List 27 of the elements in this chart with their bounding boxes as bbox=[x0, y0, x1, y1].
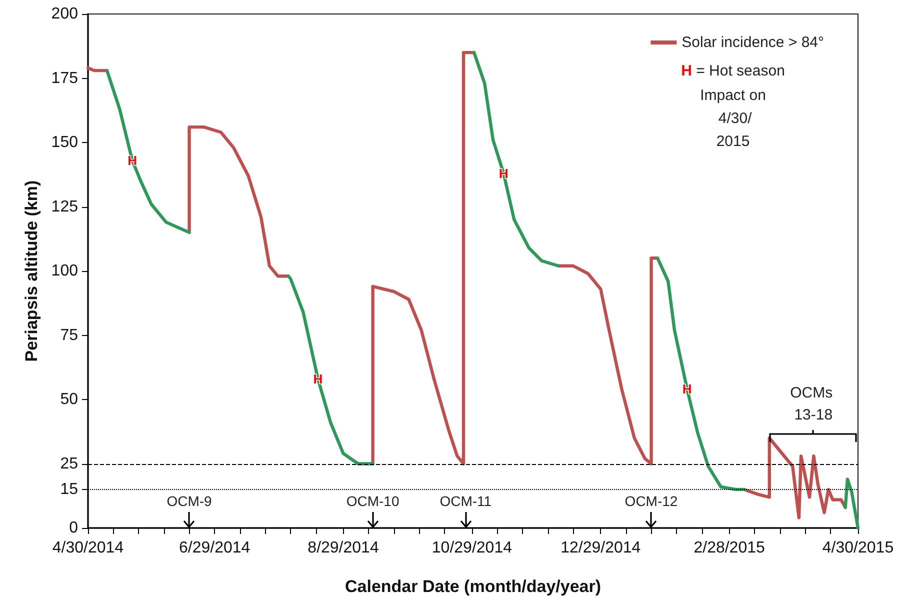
annotation: OCM-12 bbox=[624, 493, 678, 509]
y-tick-label: 175 bbox=[51, 70, 78, 87]
annotation: Impact on 4/30/2015 bbox=[700, 87, 766, 150]
x-tick-label: 6/29/2014 bbox=[178, 540, 250, 556]
y-tick-label: 200 bbox=[51, 6, 78, 22]
annotation: OCM-11 bbox=[440, 493, 492, 509]
y-tick-label: 100 bbox=[51, 262, 78, 280]
y-tick-label: 150 bbox=[51, 134, 78, 151]
y-axis-title: Periapsis altitude (km) bbox=[22, 180, 41, 362]
x-axis-title: Calendar Date (month/day/year) bbox=[344, 577, 602, 596]
y-tick-label: 125 bbox=[51, 198, 78, 216]
y-tick-label: 75 bbox=[60, 326, 78, 344]
annotation: OCM-9 bbox=[166, 493, 212, 509]
y-tick-label: 25 bbox=[60, 455, 78, 472]
x-tick-label: 4/30/2014 bbox=[52, 540, 124, 556]
x-tick-label: 2/28/2015 bbox=[694, 540, 766, 556]
annotation: H = Hot season bbox=[681, 62, 785, 80]
annotation: OCMs 13-18 bbox=[790, 384, 837, 424]
x-tick-label: 12/29/2014 bbox=[560, 540, 641, 556]
x-tick-label: 8/29/2014 bbox=[308, 540, 379, 556]
y-tick-label: 0 bbox=[69, 520, 78, 536]
x-tick-label: 4/30/2015 bbox=[822, 540, 894, 556]
x-tick-label: 10/29/2014 bbox=[432, 540, 512, 556]
legend-label: Solar incidence > 84° bbox=[682, 34, 824, 51]
annotation: OCM-10 bbox=[346, 493, 400, 509]
y-tick-label: 15 bbox=[60, 480, 78, 498]
y-tick-label: 50 bbox=[60, 391, 78, 408]
